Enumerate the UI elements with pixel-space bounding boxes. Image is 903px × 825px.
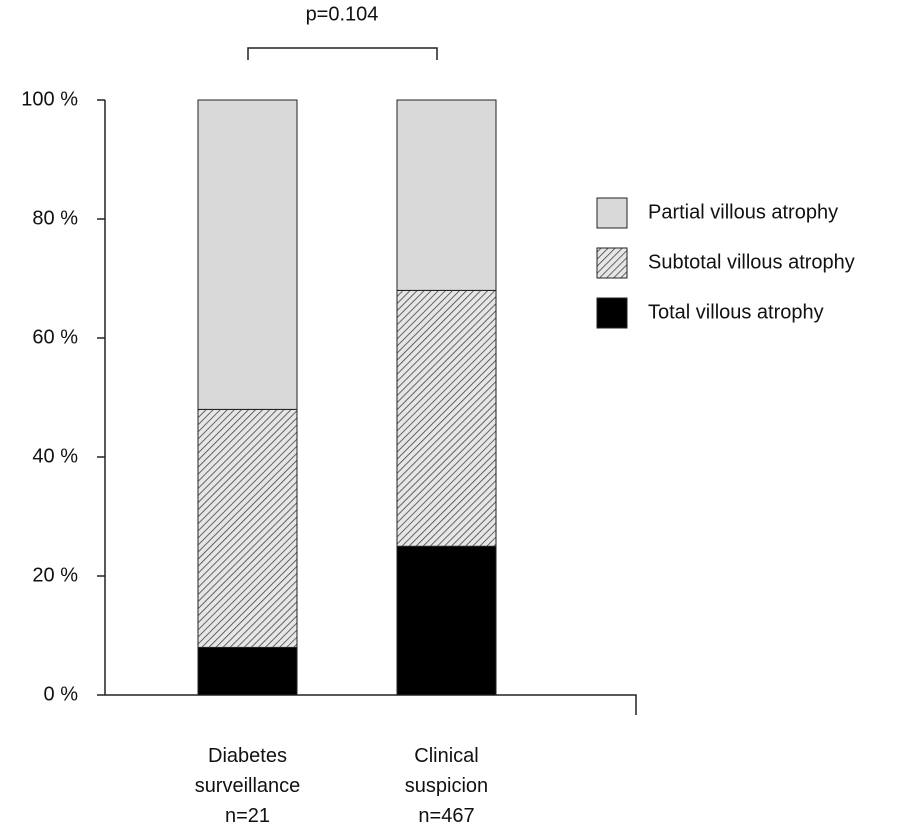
legend-swatch [596, 247, 628, 279]
x-tick-label: Diabetes surveillance n=21 [195, 745, 301, 825]
annotation: p=0.104 [306, 3, 379, 25]
y-tick-label: 0 % [44, 683, 79, 705]
y-tick-label: 20 % [32, 564, 78, 586]
y-tick-label: 80 % [32, 207, 78, 229]
legend-swatch [596, 297, 628, 329]
bar-segment [396, 545, 497, 696]
y-tick-label: 100 % [21, 88, 78, 110]
legend-label: Partial villous atrophy [648, 201, 838, 223]
legend-label: Total villous atrophy [648, 301, 824, 323]
y-tick-label: 60 % [32, 326, 78, 348]
bar-segment [197, 99, 298, 410]
legend-swatch [596, 197, 628, 229]
y-tick-label: 40 % [32, 445, 78, 467]
bracket [247, 47, 438, 60]
bar-segment [396, 289, 497, 547]
x-axis [105, 694, 637, 715]
bar-segment [197, 646, 298, 696]
legend-label: Subtotal villous atrophy [648, 251, 855, 273]
x-tick-label: Clinical suspicion n=467 [405, 745, 488, 825]
bar-segment [197, 408, 298, 648]
bar-segment [396, 99, 497, 291]
